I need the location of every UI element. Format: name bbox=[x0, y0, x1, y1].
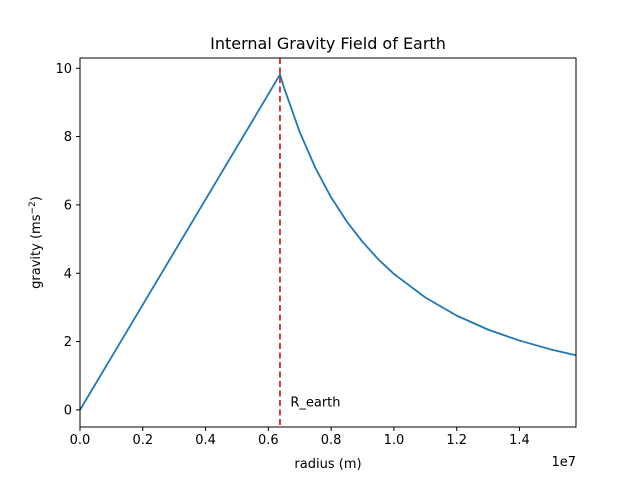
x-tick-label: 0.4 bbox=[195, 433, 216, 448]
curve-layer bbox=[79, 73, 577, 411]
x-tick-label: 0.0 bbox=[70, 433, 91, 448]
y-axis-label: gravity (ms−2) bbox=[28, 196, 44, 289]
x-tick-label: 1.4 bbox=[509, 433, 530, 448]
x-axis-offset-label: 1e7 bbox=[551, 455, 576, 470]
x-axis-ticks: 0.0 0.2 0.4 0.6 0.8 1.0 1.2 1.4 bbox=[70, 427, 530, 448]
x-tick-label: 1.0 bbox=[384, 433, 405, 448]
x-tick-label: 0.6 bbox=[258, 433, 279, 448]
axes-frame bbox=[79, 57, 577, 428]
y-tick-label: 8 bbox=[64, 130, 72, 145]
x-tick-label: 1.2 bbox=[446, 433, 467, 448]
y-tick-label: 2 bbox=[64, 335, 72, 350]
x-tick-label: 0.8 bbox=[321, 433, 342, 448]
y-tick-label: 6 bbox=[64, 198, 72, 213]
chart-title: Internal Gravity Field of Earth bbox=[210, 34, 446, 53]
x-axis-label: radius (m) bbox=[294, 457, 361, 472]
y-axis-label-text: gravity (ms bbox=[29, 214, 44, 289]
x-tick-label: 0.2 bbox=[132, 433, 153, 448]
y-tick-label: 10 bbox=[55, 62, 72, 77]
series-line-0 bbox=[79, 73, 577, 411]
y-axis-label-close: ) bbox=[29, 196, 44, 201]
y-tick-label: 4 bbox=[64, 267, 72, 282]
annotation-r-earth: R_earth bbox=[290, 396, 340, 411]
y-tick-label: 0 bbox=[64, 403, 72, 418]
y-axis-label-superscript: −2 bbox=[28, 201, 38, 214]
y-axis-ticks: 0 2 4 6 8 10 bbox=[55, 62, 80, 418]
